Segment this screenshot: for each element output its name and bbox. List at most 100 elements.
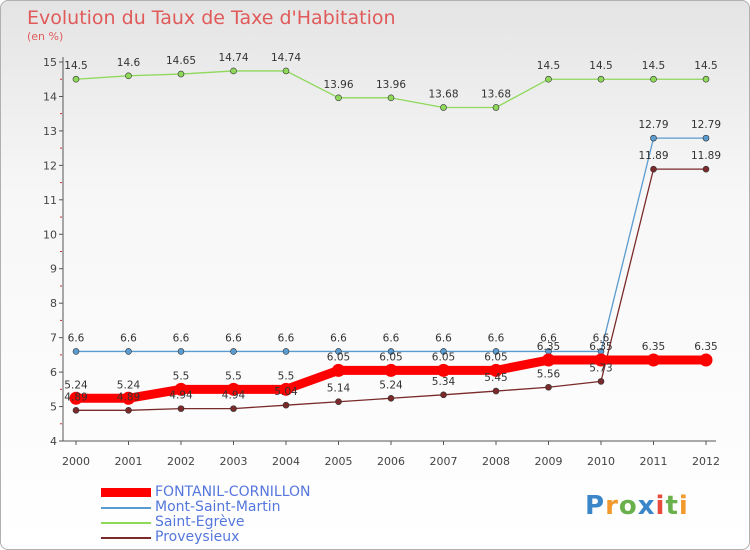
- data-label-mont-saint-martin: 6.6: [540, 332, 557, 344]
- x-tick-label: 2001: [115, 455, 143, 468]
- data-label-fontanil: 5.24: [117, 379, 141, 391]
- data-label-proveysieux: 5.45: [484, 372, 507, 384]
- data-label-mont-saint-martin: 6.6: [278, 332, 295, 344]
- legend-swatch-saint-egreve: [101, 522, 151, 524]
- x-tick-label: 2010: [587, 455, 615, 468]
- data-label-proveysieux: 4.94: [222, 390, 246, 402]
- data-point-fontanil: [332, 363, 345, 377]
- data-label-proveysieux: 5.04: [274, 386, 298, 398]
- x-tick-label: 2009: [535, 455, 563, 468]
- data-label-fontanil: 6.05: [432, 351, 455, 363]
- data-point-mont-saint-martin: [125, 348, 132, 355]
- logo-letter: r: [605, 491, 619, 521]
- data-label-fontanil: 5.24: [64, 379, 88, 391]
- data-point-mont-saint-martin: [72, 348, 80, 355]
- x-tick-label: 2005: [325, 455, 353, 468]
- y-tick-label: 5: [50, 401, 57, 414]
- data-label-saint-egreve: 14.5: [694, 60, 717, 72]
- data-point-saint-egreve: [335, 94, 342, 102]
- legend-label-proveysieux: Proveysieux: [155, 529, 240, 545]
- data-label-saint-egreve: 14.5: [642, 60, 665, 72]
- data-label-saint-egreve: 13.96: [376, 79, 406, 91]
- data-point-fontanil: [699, 353, 713, 367]
- data-point-saint-egreve: [702, 75, 710, 83]
- data-label-saint-egreve: 14.6: [117, 57, 141, 69]
- data-point-saint-egreve: [440, 104, 447, 111]
- data-point-proveysieux: [282, 401, 290, 409]
- data-label-fontanil: 6.35: [589, 341, 612, 353]
- x-tick-label: 2003: [220, 455, 248, 468]
- data-label-fontanil: 6.05: [484, 351, 507, 363]
- data-point-mont-saint-martin: [440, 348, 447, 355]
- logo-letter: i: [678, 491, 689, 521]
- data-point-proveysieux: [335, 398, 342, 406]
- proxiti-logo: Proxiti: [585, 491, 689, 521]
- axes: 4 5 6 7 8 9 10 11 12 13 14 15 2000 2001 2002 2003 2004 20…: [43, 56, 720, 468]
- data-point-fontanil: [489, 363, 503, 377]
- data-label-fontanil: 6.05: [327, 351, 350, 363]
- data-point-fontanil: [542, 353, 555, 367]
- data-point-proveysieux: [545, 383, 552, 391]
- legend-swatch-fontanil: [101, 488, 151, 497]
- data-label-mont-saint-martin: 6.6: [173, 332, 190, 344]
- data-point-fontanil: [384, 363, 398, 377]
- data-point-saint-egreve: [125, 72, 132, 80]
- data-label-saint-egreve: 14.5: [537, 60, 560, 72]
- y-tick-label: 10: [43, 228, 57, 241]
- chart-subtitle: (en %): [27, 30, 64, 43]
- data-label-saint-egreve: 13.68: [428, 88, 458, 100]
- data-point-fontanil: [594, 353, 608, 367]
- data-point-saint-egreve: [230, 67, 237, 75]
- data-point-saint-egreve: [282, 67, 290, 75]
- data-label-proveysieux: 5.24: [379, 379, 403, 391]
- data-point-mont-saint-martin: [177, 348, 185, 355]
- logo-letter: t: [665, 491, 679, 521]
- data-label-proveysieux: 5.73: [589, 362, 612, 374]
- x-tick-label: 2008: [482, 455, 510, 468]
- data-point-fontanil: [437, 363, 450, 377]
- legend-swatch-mont-saint-martin: [101, 507, 151, 509]
- legend-label-fontanil: FONTANIL-CORNILLON: [155, 484, 311, 500]
- data-point-proveysieux: [387, 394, 395, 402]
- series-line-mont-saint-martin: [76, 137, 706, 353]
- y-tick-label: 14: [43, 90, 57, 103]
- data-point-proveysieux: [125, 407, 132, 414]
- data-point-fontanil: [174, 382, 188, 396]
- data-point-mont-saint-martin: [387, 348, 395, 355]
- legend-label-mont-saint-martin: Mont-Saint-Martin: [155, 499, 281, 515]
- data-point-proveysieux: [597, 378, 605, 385]
- x-tick-label: 2002: [167, 455, 195, 468]
- legend-label-saint-egreve: Saint-Egrève: [155, 514, 245, 530]
- data-labels: 14.5 14.6 14.65 14.74 14.74 13.96 13.96 13.68 13…: [64, 52, 721, 403]
- y-tick-label: 13: [43, 125, 57, 138]
- data-point-mont-saint-martin: [650, 134, 657, 142]
- data-label-mont-saint-martin: 6.6: [383, 332, 400, 344]
- logo-letter: x: [637, 491, 656, 521]
- data-label-proveysieux: 4.89: [117, 391, 140, 403]
- y-tick-label: 15: [43, 56, 57, 69]
- data-point-fontanil: [647, 353, 660, 367]
- data-point-mont-saint-martin: [282, 348, 290, 355]
- data-point-mont-saint-martin: [492, 348, 500, 355]
- data-point-fontanil: [69, 391, 83, 405]
- data-label-proveysieux: 5.56: [537, 368, 561, 380]
- data-label-proveysieux: 4.89: [64, 391, 87, 403]
- data-label-saint-egreve: 14.5: [589, 60, 612, 72]
- data-label-mont-saint-martin: 6.6: [593, 332, 610, 344]
- data-label-fontanil: 5.5: [173, 370, 190, 382]
- x-tick-label: 2007: [430, 455, 458, 468]
- logo-letter: o: [618, 491, 638, 521]
- data-point-proveysieux: [440, 391, 447, 399]
- data-point-saint-egreve: [597, 75, 605, 83]
- x-tick-label: 2004: [272, 455, 300, 468]
- data-point-saint-egreve: [492, 104, 500, 111]
- data-label-mont-saint-martin: 6.6: [435, 332, 452, 344]
- data-label-fontanil: 6.35: [694, 341, 717, 353]
- data-label-mont-saint-martin: 6.6: [225, 332, 242, 344]
- data-point-proveysieux: [702, 165, 710, 173]
- data-point-mont-saint-martin: [230, 348, 237, 355]
- data-point-proveysieux: [177, 405, 185, 412]
- y-tick-label: 11: [43, 194, 57, 207]
